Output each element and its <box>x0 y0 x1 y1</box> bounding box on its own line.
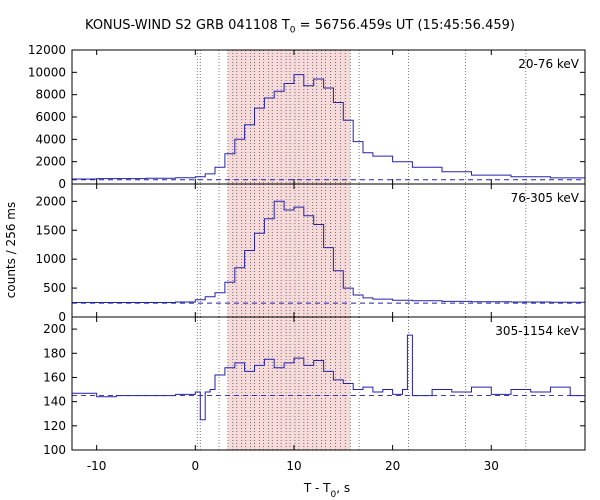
y-axis-label: counts / 256 ms <box>4 202 18 298</box>
shaded-interval <box>227 50 351 184</box>
y-tick-label: 4000 <box>35 132 66 146</box>
y-tick-label: 1000 <box>35 252 66 266</box>
panel-band-label: 20-76 keV <box>518 57 580 71</box>
panel-2: 0 500 1000 1500 2000 76-305 keV <box>35 183 586 324</box>
y-tick-label: 12000 <box>28 43 66 57</box>
count-rate-series <box>72 74 586 180</box>
x-tick-label: 20 <box>385 459 400 473</box>
y-tick-label: 1500 <box>35 223 66 237</box>
y-tick-label: 0 <box>58 310 66 324</box>
panel-1: 0 2000 4000 6000 8000 10000 12000 20-76 keV <box>28 43 586 191</box>
y-tick-label: 160 <box>43 370 66 384</box>
y-tick-label: 100 <box>43 443 66 457</box>
count-rate-series <box>72 200 586 303</box>
y-tick-label: 180 <box>43 346 66 360</box>
panel-band-label: 305-1154 keV <box>495 324 579 338</box>
shaded-interval <box>227 317 351 450</box>
count-rate-series <box>72 334 586 421</box>
y-tick-label: 10000 <box>28 65 66 79</box>
y-tick-label: 500 <box>43 281 66 295</box>
y-tick-label: 0 <box>58 177 66 191</box>
y-tick-label: 2000 <box>35 194 66 208</box>
y-tick-label: 2000 <box>35 155 66 169</box>
x-axis-label: T - T0, s <box>303 481 350 500</box>
panel-3: 100 120 140 160 180 200 305-1154 keV <box>43 316 586 457</box>
y-tick-label: 140 <box>43 395 66 409</box>
panel-band-label: 76-305 keV <box>511 191 580 205</box>
x-tick-label: -10 <box>87 459 107 473</box>
x-tick-label: 10 <box>286 459 301 473</box>
y-tick-label: 120 <box>43 419 66 433</box>
chart-title: KONUS-WIND S2 GRB 041108 T0 = 56756.459s… <box>85 18 515 36</box>
panel-frame <box>71 316 586 451</box>
y-tick-label: 8000 <box>35 88 66 102</box>
x-tick-label: 30 <box>484 459 499 473</box>
y-tick-label: 6000 <box>35 110 66 124</box>
y-tick-label: 200 <box>43 322 66 336</box>
x-tick-label: 0 <box>191 459 199 473</box>
